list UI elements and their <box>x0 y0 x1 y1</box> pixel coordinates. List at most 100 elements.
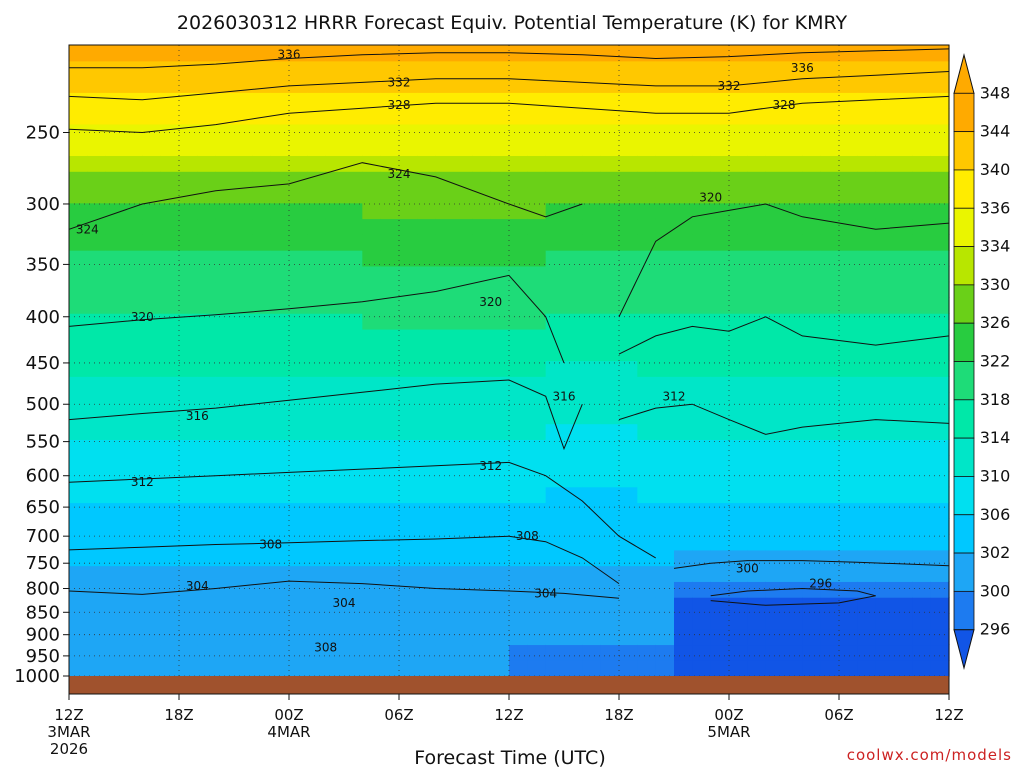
field-cell <box>87 392 107 409</box>
field-cell <box>784 486 803 504</box>
field-cell <box>784 218 803 235</box>
field-cell <box>435 155 455 172</box>
field-cell <box>399 518 418 535</box>
field-cell <box>875 60 895 78</box>
field-cell <box>380 565 400 582</box>
field-cell <box>637 202 657 220</box>
field-cell <box>234 281 253 298</box>
field-cell <box>710 376 730 393</box>
field-cell <box>344 581 363 598</box>
field-cell <box>234 565 253 582</box>
colorbar-label: 344 <box>980 122 1011 141</box>
field-cell <box>105 502 125 519</box>
field-cell <box>784 313 803 330</box>
field-cell <box>234 534 253 551</box>
field-cell <box>637 407 657 425</box>
field-cell <box>197 518 217 535</box>
field-cell <box>252 660 272 677</box>
field-cell <box>344 376 363 393</box>
field-cell <box>545 328 565 346</box>
field-cell <box>545 565 565 582</box>
field-cell <box>105 360 125 377</box>
field-cell <box>894 518 913 535</box>
field-cell <box>894 470 913 488</box>
field-cell <box>252 155 272 172</box>
field-cell <box>655 171 675 188</box>
field-cell <box>509 186 528 204</box>
field-cell <box>857 486 877 504</box>
field-cell <box>545 60 565 78</box>
field-cell <box>820 202 840 220</box>
field-cell <box>362 423 382 440</box>
field-cell <box>564 218 583 235</box>
field-cell <box>509 597 528 614</box>
field-cell <box>729 234 748 251</box>
field-cell <box>160 171 180 188</box>
field-cell <box>234 171 253 188</box>
field-cell <box>160 518 180 535</box>
field-cell <box>197 281 217 298</box>
field-cell <box>142 171 162 188</box>
field-cell <box>417 60 437 78</box>
field-cell <box>454 455 473 472</box>
field-cell <box>875 455 895 472</box>
field-cell <box>160 202 180 220</box>
field-cell <box>894 534 913 551</box>
field-cell <box>655 628 675 646</box>
field-cell <box>527 581 547 598</box>
field-cell <box>692 155 712 172</box>
field-cell <box>894 265 913 283</box>
field-cell <box>490 565 510 582</box>
field-cell <box>674 628 693 646</box>
field-cell <box>875 108 895 125</box>
colorbar-label: 326 <box>980 313 1011 332</box>
field-cell <box>710 392 730 409</box>
field-cell <box>399 376 418 393</box>
field-cell <box>545 597 565 614</box>
field-cell <box>87 470 107 488</box>
field-cell <box>252 597 272 614</box>
field-cell <box>875 234 895 251</box>
field-cell <box>142 565 162 582</box>
field-cell <box>307 612 327 630</box>
field-cell <box>417 628 437 646</box>
field-cell <box>307 92 327 109</box>
field-cell <box>417 455 437 472</box>
field-cell <box>784 534 803 551</box>
field-cell <box>454 92 473 109</box>
contour-308 <box>68 535 620 585</box>
field-cell <box>289 486 308 504</box>
field-cell <box>820 534 840 551</box>
field-cell <box>527 392 547 409</box>
field-cell <box>344 218 363 235</box>
field-cell <box>619 644 638 661</box>
field-cell <box>289 644 308 661</box>
field-cell <box>839 644 858 661</box>
field-cell <box>857 376 877 393</box>
field-cell <box>545 518 565 535</box>
field-cell <box>564 155 583 172</box>
field-cell <box>765 502 785 519</box>
field-cell <box>105 218 125 235</box>
field-cell <box>105 455 125 472</box>
field-cell <box>747 549 767 567</box>
field-cell <box>894 108 913 125</box>
field-cell <box>692 360 712 377</box>
field-cell <box>344 534 363 551</box>
field-cell <box>527 76 547 93</box>
field-cell <box>325 565 345 582</box>
field-cell <box>930 313 950 330</box>
field-cell <box>344 423 363 440</box>
field-cell <box>912 45 932 62</box>
field-cell <box>930 360 950 377</box>
field-cell <box>344 439 363 456</box>
field-cell <box>784 297 803 314</box>
field-cell <box>912 549 932 567</box>
field-cell <box>270 628 290 646</box>
field-cell <box>380 344 400 362</box>
field-cell <box>142 139 162 157</box>
field-cell <box>472 281 492 298</box>
field-cell <box>912 186 932 204</box>
field-cell <box>215 423 235 440</box>
field-cell <box>692 534 712 551</box>
